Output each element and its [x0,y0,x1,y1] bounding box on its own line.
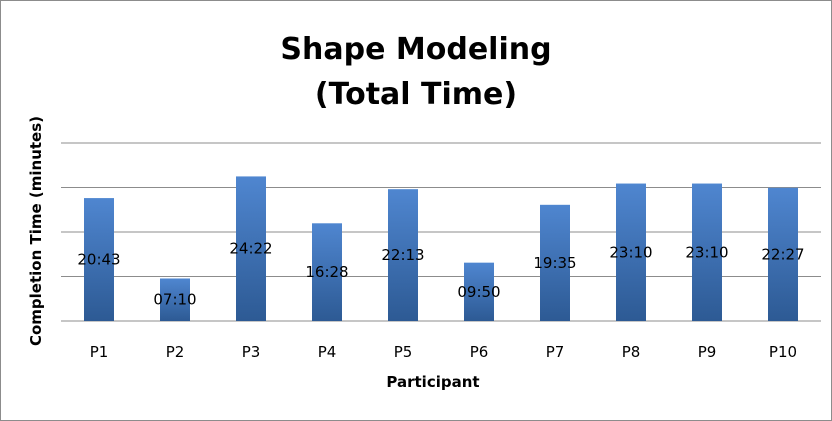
bar-p6 [464,262,494,321]
x-tick-label-p9: P9 [698,343,717,361]
x-tick-label-p6: P6 [470,343,489,361]
bar-p10 [768,187,798,321]
data-label-p2: 07:10 [153,291,196,309]
data-label-p3: 24:22 [229,240,272,258]
bar-p5 [388,189,418,321]
x-tick-label-p8: P8 [622,343,641,361]
data-labels: 20:43 07:10 24:22 16:28 22:13 09:50 19:35 23:10… [77,240,804,309]
x-tick-labels: P1 P2 P3 P4 P5 P6 P7 P8 P9 P10 [90,343,797,361]
chart-title-line-2: (Total Time) [315,77,517,112]
x-tick-label-p4: P4 [318,343,337,361]
x-tick-label-p5: P5 [394,343,413,361]
data-label-p5: 22:13 [381,246,424,264]
bar-p1 [84,198,114,321]
data-label-p4: 16:28 [305,263,348,281]
bar-p4 [312,223,342,321]
chart-title-line-1: Shape Modeling [280,32,551,67]
y-axis-title: Completion Time (minutes) [27,116,45,346]
bar-p8 [616,183,646,321]
bar-p7 [540,204,570,321]
data-label-p8: 23:10 [609,243,652,261]
bar-p2 [160,278,190,321]
x-tick-label-p7: P7 [546,343,565,361]
bar-p9 [692,183,722,321]
bars [84,176,798,321]
data-label-p7: 19:35 [533,254,576,272]
bar-p3 [236,176,266,321]
data-label-p1: 20:43 [77,251,120,269]
x-tick-label-p10: P10 [769,343,797,361]
data-label-p6: 09:50 [457,283,500,301]
x-tick-label-p2: P2 [166,343,185,361]
data-label-p9: 23:10 [685,243,728,261]
data-label-p10: 22:27 [761,245,804,263]
x-tick-label-p1: P1 [90,343,109,361]
x-axis-title: Participant [386,373,479,391]
x-tick-label-p3: P3 [242,343,261,361]
